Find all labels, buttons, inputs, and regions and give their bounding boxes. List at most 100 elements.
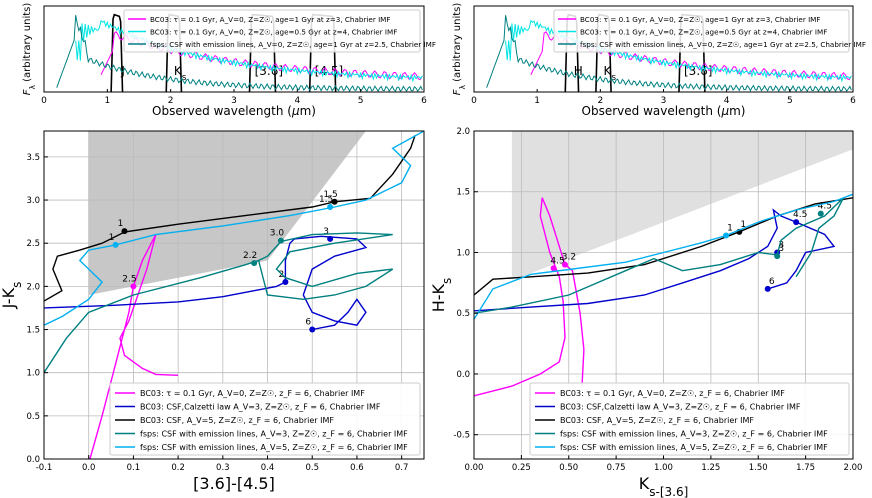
y-tick-label: 3.0 (26, 196, 40, 206)
x-tick-label: 4 (294, 96, 300, 106)
y-axis-label: Fλ (arbitrary units) (22, 3, 37, 96)
y-tick-label: 2.0 (26, 282, 40, 292)
age-marker (251, 260, 258, 267)
y-tick-label: -0.5 (453, 431, 470, 441)
x-tick-label: 0.4 (261, 463, 275, 473)
age-label: 4.5 (818, 202, 832, 212)
y-tick-label: 0.0 (456, 370, 470, 380)
y-tick-label: 3.5 (26, 153, 40, 163)
age-label: 3.0 (270, 229, 285, 239)
legend-entry: fsps: CSF with emission lines, A_V=0, Z=… (580, 40, 866, 49)
legend: BC03: τ = 0.1 Gyr, A_V=0, Z=Z☉, z_F = 6,… (109, 382, 421, 456)
legend-box (529, 382, 850, 456)
legend-entry: BC03: τ = 0.1 Gyr, A_V=0, Z=Z☉, age=1 Gy… (580, 15, 821, 24)
spectrum-line (56, 15, 423, 93)
age-marker (327, 235, 334, 242)
age-label: 1 (109, 233, 115, 243)
series-line (474, 197, 585, 397)
filter-label: Ks (174, 64, 187, 83)
x-tick-label: 1.50 (749, 463, 768, 473)
legend-entry: fsps: CSF with emission lines, A_V=0, Z=… (150, 40, 436, 49)
selection-region (511, 131, 853, 277)
age-marker (282, 279, 289, 286)
y-tick-label: 0.5 (26, 412, 40, 422)
x-tick-label: 0.3 (216, 463, 230, 473)
y-tick-label: 1.5 (26, 326, 40, 336)
x-tick-label: 0.6 (350, 463, 364, 473)
x-axis-label: Observed wavelength (μm) (582, 104, 746, 118)
x-tick-label: 0.0 (82, 463, 96, 473)
x-tick-label: 0 (471, 96, 477, 106)
y-tick-label: 0.5 (456, 309, 470, 319)
legend-entry: fsps: CSF with emission lines, A_V=5, Z=… (140, 443, 408, 452)
legend-entry: BC03: τ = 0.1 Gyr, A_V=0, Z=Z☉, age=0.5 … (580, 28, 827, 37)
y-tick-label: 1.0 (26, 369, 40, 379)
age-label: 3 (778, 244, 784, 254)
series-line (474, 193, 853, 320)
legend-entry: fsps: CSF with emission lines, A_V=3, Z=… (560, 430, 828, 439)
filter-label: H (574, 64, 583, 78)
y-tick-label: 2.5 (26, 239, 40, 249)
x-tick-label: 0.5 (305, 463, 319, 473)
age-label: 1 (727, 223, 733, 233)
age-marker (774, 253, 781, 260)
x-tick-label: 5 (787, 96, 793, 106)
age-label: 3.2 (562, 253, 576, 263)
legend-entry: BC03: τ = 0.1 Gyr, A_V=0, Z=Z☉, z_F = 6,… (140, 389, 365, 398)
age-marker (793, 219, 800, 226)
y-tick-label: 0.0 (26, 455, 40, 465)
legend-box (553, 9, 850, 53)
x-tick-label: 2 (168, 96, 174, 106)
legend-entry: BC03: CSF, A_V=5, Z=Z☉, z_F = 6, Chabrie… (560, 416, 754, 425)
x-axis-label: Ks-[3.6] (639, 474, 689, 498)
x-tick-label: 0.75 (607, 463, 626, 473)
x-tick-label: 5 (358, 96, 364, 106)
age-label: 2 (279, 270, 285, 280)
series-line (44, 232, 394, 374)
age-label: 4.5 (550, 256, 564, 266)
x-tick-label: 0.2 (171, 463, 185, 473)
y-axis-label: J-Ks (0, 282, 24, 310)
series-group: 2.5 2 3 6 1 1.5 2.2 3.0 1 1.5 (44, 131, 424, 459)
y-axis-label: H-Ks (429, 278, 454, 313)
x-tick-label: 1 (104, 96, 110, 106)
age-marker (331, 198, 338, 205)
legend-box (109, 382, 421, 456)
spectrum-line (486, 15, 852, 93)
x-tick-label: 0.00 (465, 463, 484, 473)
age-label: 1 (118, 219, 124, 229)
legend-entry: fsps: CSF with emission lines, A_V=3, Z=… (140, 430, 408, 439)
age-label: 2.2 (243, 251, 257, 261)
selection-region (88, 131, 366, 295)
plot-frame (43, 130, 425, 460)
x-tick-label: 0.50 (559, 463, 578, 473)
x-axis-label: [3.6]-[4.5] (193, 474, 275, 493)
age-marker (723, 232, 730, 239)
age-marker (550, 265, 557, 272)
x-tick-label: 3 (231, 96, 237, 106)
age-label: 3 (778, 240, 784, 250)
age-marker (561, 261, 568, 268)
x-tick-label: 1.75 (796, 463, 815, 473)
y-axis-label: Fλ (arbitrary units) (452, 3, 467, 96)
series-line (474, 208, 836, 312)
age-label: 4.5 (793, 210, 807, 220)
legend: BC03: τ = 0.1 Gyr, A_V=0, Z=Z☉, age=1 Gy… (123, 9, 436, 53)
series-line (44, 135, 416, 302)
age-marker (764, 285, 771, 292)
x-axis-label: Observed wavelength (μm) (152, 104, 316, 118)
series-line (44, 235, 368, 331)
x-tick-label: 1.00 (654, 463, 673, 473)
x-tick-label: 2.00 (844, 463, 863, 473)
age-label: 3 (323, 227, 329, 237)
age-marker (130, 283, 137, 290)
filter-curve (110, 13, 124, 93)
filter-label: Ks (604, 64, 617, 83)
age-marker (817, 210, 824, 217)
age-label: 1.5 (319, 195, 333, 205)
